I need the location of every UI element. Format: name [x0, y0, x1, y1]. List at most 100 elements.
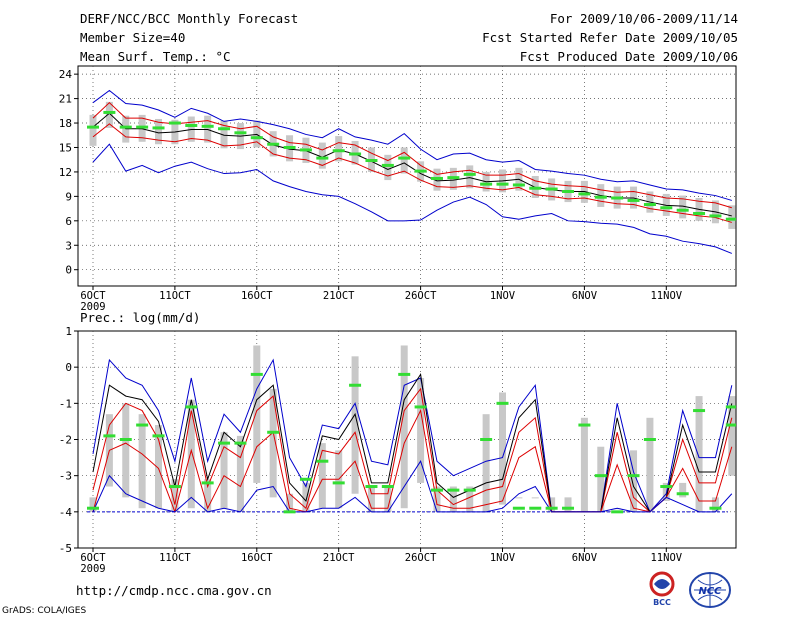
spread-bar	[466, 165, 474, 189]
y-tick-label: -5	[59, 542, 72, 555]
spread-bar	[580, 417, 588, 512]
spread-bar	[204, 479, 212, 512]
y-tick-label: -2	[59, 434, 72, 447]
spread-bar	[449, 486, 457, 512]
y-tick-label: 6	[65, 215, 72, 228]
x-tick-label: 1NOV	[490, 290, 516, 302]
plot-area	[87, 345, 736, 514]
bcc-logo-text: BCC	[653, 598, 671, 607]
ncc-logo-text: NCC	[698, 586, 722, 597]
spread-bar	[728, 396, 736, 476]
y-tick-label: 1	[65, 325, 72, 338]
plot-frame	[77, 65, 737, 287]
x-tick-label: 6NOV	[572, 290, 598, 302]
y-tick-label: 9	[65, 190, 72, 203]
spread-bar	[548, 497, 556, 512]
x-tick-label: 26OCT	[405, 552, 437, 564]
spread-bar	[105, 101, 113, 128]
series-line-min	[92, 460, 733, 513]
series-line-upper	[92, 387, 733, 513]
spread-bar	[679, 195, 687, 219]
series-line-lower	[92, 408, 733, 514]
spread-bar	[597, 446, 605, 512]
x-tick-label: 21OCT	[323, 290, 355, 302]
source-url[interactable]: http://cmdp.ncc.cma.gov.cn	[76, 583, 272, 598]
spread-bar	[466, 486, 474, 512]
chart-title: DERF/NCC/BCC Monthly Forecast	[80, 11, 299, 26]
spread-bar	[728, 205, 736, 229]
y-tick-label: -4	[59, 506, 73, 519]
spread-bar	[286, 493, 294, 512]
spread-bar	[646, 417, 654, 512]
x-tick-label: 6NOV	[572, 552, 598, 564]
spread-bar	[302, 482, 310, 512]
spread-bar	[89, 114, 97, 146]
y-tick-label: 18	[59, 117, 72, 130]
spread-bar	[400, 345, 408, 509]
spread-bar	[400, 147, 408, 174]
ncc-logo-icon: NCC	[689, 572, 731, 608]
spread-bar	[171, 479, 179, 512]
x-tick-label: 11OCT	[159, 552, 191, 564]
panel-0: 0 3 6 9 12 15 18 21 24 6OCT 11OCT 16OCT 21OCT 26OCT 1N…	[59, 65, 737, 313]
y-tick-label: 15	[59, 141, 72, 154]
x-tick-label: 11OCT	[159, 290, 191, 302]
spread-bar	[695, 396, 703, 512]
x-tick-label: 16OCT	[241, 552, 273, 564]
series-line-mean	[92, 112, 732, 217]
x-tick-label: 26OCT	[405, 290, 437, 302]
spread-bar	[564, 497, 572, 512]
spread-bar	[220, 120, 228, 149]
x-tick-label: 16OCT	[241, 290, 273, 302]
spread-bar	[367, 486, 375, 512]
spread-bar	[155, 425, 163, 509]
y-tick-label: 24	[59, 68, 73, 81]
y-tick-label: -3	[59, 470, 72, 483]
grads-credit: GrADS: COLA/IGES	[2, 606, 87, 616]
forecast-period: For 2009/10/06-2009/11/14	[549, 11, 738, 26]
spread-bar	[679, 482, 687, 498]
series-line-min	[92, 143, 733, 254]
y-tick-label: 0	[65, 264, 72, 277]
forecast-produced-date: Fcst Produced Date 2009/10/06	[519, 49, 738, 64]
x-tick-label: 11NOV	[650, 552, 682, 564]
x-tick-label: 6OCT	[80, 290, 106, 302]
forecast-started-date: Fcst Started Refer Date 2009/10/05	[482, 30, 738, 45]
y-tick-label: 12	[59, 166, 72, 179]
series-line-max	[92, 89, 732, 201]
x-tick-label: 11NOV	[650, 290, 682, 302]
x-tick-label: 1NOV	[490, 552, 516, 564]
spread-bar	[515, 497, 523, 499]
spread-bar	[531, 497, 539, 499]
spread-bar	[417, 378, 425, 483]
spread-bar	[630, 450, 638, 512]
x-year-label: 2009	[80, 301, 105, 313]
spread-bar	[253, 345, 261, 483]
series-line-max	[92, 358, 733, 513]
spread-bar	[318, 443, 326, 509]
precip-panel-title: Prec.: log(mm/d)	[80, 310, 200, 325]
spread-bar	[351, 356, 359, 494]
spread-bar	[220, 432, 228, 509]
spread-bar	[122, 403, 130, 498]
series-line-mean	[92, 373, 733, 513]
spread-bar	[236, 435, 244, 512]
x-tick-label: 6OCT	[80, 552, 106, 564]
x-tick-label: 21OCT	[323, 552, 355, 564]
series-line-upper	[92, 101, 732, 209]
plot-area	[87, 89, 736, 254]
bcc-logo-icon: BCC	[649, 571, 675, 607]
spread-bar	[155, 118, 163, 145]
spread-bar	[433, 486, 441, 512]
y-tick-label: 3	[65, 239, 72, 252]
spread-bar	[384, 154, 392, 181]
spread-bar	[499, 392, 506, 505]
y-tick-label: 21	[59, 93, 72, 106]
spread-bar	[187, 399, 195, 509]
spread-bar	[318, 142, 326, 169]
y-tick-label: -1	[59, 397, 72, 410]
x-year-label: 2009	[80, 563, 105, 575]
spread-bar	[482, 414, 490, 512]
